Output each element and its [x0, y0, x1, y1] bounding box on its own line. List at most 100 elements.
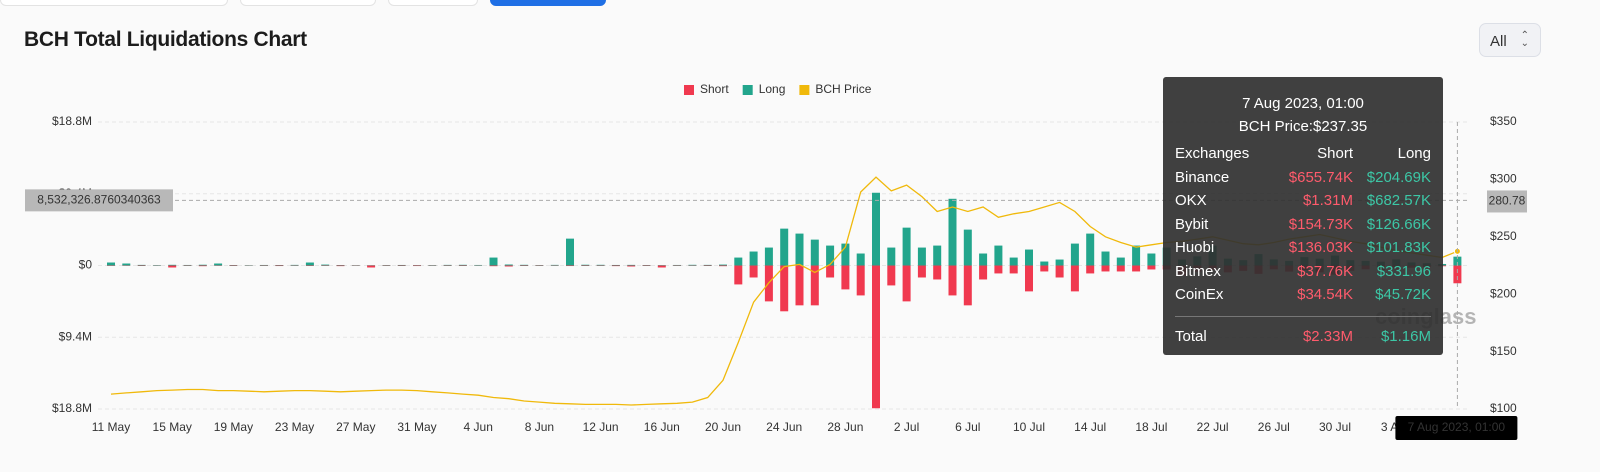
tooltip-cell: Bitmex	[1175, 262, 1221, 280]
bar	[275, 265, 284, 267]
bar	[1132, 265, 1141, 272]
bar	[887, 265, 896, 286]
bar	[183, 264, 192, 266]
bar	[611, 265, 620, 267]
x-tick-label: 15 May	[153, 420, 192, 434]
bar	[826, 245, 835, 266]
bar	[321, 264, 330, 266]
bar	[841, 243, 850, 266]
range-select[interactable]: All ⌃ ⌄	[1479, 23, 1541, 57]
bar	[917, 247, 926, 266]
bar	[198, 265, 207, 267]
bar	[1070, 243, 1079, 266]
bar	[520, 264, 529, 266]
tooltip-rows: Binance $655.74K $204.69K OKX $1.31M $682.57K…	[1175, 166, 1431, 307]
y-tick-label: $0	[79, 258, 93, 272]
bar	[673, 264, 682, 266]
tooltip-cell: $655.74K	[1288, 168, 1353, 186]
bar	[841, 265, 850, 290]
tooltip-divider	[1175, 315, 1431, 317]
bar	[1086, 233, 1095, 266]
bar	[474, 264, 483, 266]
tooltip-column: Long	[1397, 145, 1431, 162]
bar	[260, 264, 268, 266]
crosshair-y-label: 8,532,326.8760340363	[37, 193, 161, 207]
bar	[979, 265, 988, 280]
bar	[1147, 265, 1156, 270]
bar	[1101, 251, 1110, 266]
crosshair-x-label: 7 Aug 2023, 01:00	[1408, 420, 1506, 434]
bar	[856, 253, 865, 266]
y2-tick-label: $200	[1490, 286, 1517, 300]
bar	[1025, 265, 1033, 292]
bar	[795, 233, 804, 266]
crosshair-y2-label: 280.78	[1489, 194, 1526, 208]
x-tick-label: 12 Jun	[583, 420, 619, 434]
tooltip-cell: Bybit	[1175, 215, 1209, 233]
bar	[917, 265, 926, 278]
legend-label: BCH Price	[815, 82, 871, 96]
chart-title: BCH Total Liquidations Chart	[24, 28, 307, 51]
bar	[780, 228, 789, 266]
bar	[719, 264, 727, 266]
bar	[872, 192, 880, 266]
bar	[826, 265, 835, 278]
bar	[1009, 265, 1018, 274]
tooltip-cell: $204.69K	[1366, 168, 1431, 186]
bar	[107, 262, 115, 266]
bar	[688, 264, 697, 266]
tooltip-row: Bybit $154.73K $126.66K	[1175, 213, 1431, 237]
bar	[137, 264, 146, 266]
bar	[780, 265, 789, 312]
bar	[719, 265, 727, 267]
bar	[810, 265, 819, 306]
bar	[1055, 265, 1064, 278]
tooltip-cell: $1.16M	[1380, 327, 1431, 345]
bar	[963, 229, 972, 266]
legend-label: Long	[759, 82, 786, 96]
bar	[749, 251, 758, 266]
bar	[994, 245, 1003, 266]
bar	[902, 227, 911, 266]
bar	[566, 238, 574, 266]
bar	[887, 247, 896, 266]
crosshair-y-box	[25, 189, 173, 212]
bar	[795, 265, 804, 306]
x-tick-label: 6 Jul	[955, 420, 980, 434]
bar	[198, 264, 207, 266]
tooltip: 7 Aug 2023, 01:00 BCH Price:$237.35 Exch…	[1163, 77, 1443, 355]
legend-swatch	[742, 85, 753, 95]
range-select-value: All	[1490, 33, 1507, 50]
bar	[566, 265, 574, 267]
bar	[214, 263, 223, 266]
tooltip-cell: $331.96	[1376, 262, 1431, 280]
bar	[703, 264, 712, 266]
bar	[1040, 265, 1049, 272]
x-tick-label: 31 May	[397, 420, 436, 434]
tooltip-total: Total $2.33M $1.16M	[1175, 325, 1431, 349]
x-tick-label: 14 Jul	[1074, 420, 1106, 434]
bar	[764, 247, 773, 266]
bar	[734, 257, 743, 266]
tooltip-cell: OKX	[1175, 192, 1207, 209]
x-tick-label: 26 Jul	[1258, 420, 1290, 434]
tooltip-cell: $101.83K	[1366, 239, 1431, 256]
bar	[443, 264, 452, 266]
bar	[872, 265, 880, 409]
tooltip-price: BCH Price:$237.35	[1238, 118, 1368, 135]
tooltip-cell: $2.33M	[1302, 327, 1353, 345]
tooltip-cell: $682.57K	[1366, 192, 1431, 209]
y-tick-label: $18.8M	[52, 401, 92, 415]
x-tick-label: 22 Jul	[1197, 420, 1229, 434]
y2-tick-label: $250	[1490, 229, 1517, 243]
tooltip-header: Exchanges Short Long	[1175, 142, 1431, 166]
bar	[1116, 265, 1125, 272]
x-tick-label: 28 Jun	[827, 420, 863, 434]
bar	[1132, 245, 1141, 266]
x-tick-label: 2 Jul	[894, 420, 919, 434]
bar	[504, 264, 513, 266]
tooltip-row: Bitmex $37.76K $331.96	[1175, 260, 1431, 284]
tooltip-cell: CoinEx	[1175, 286, 1224, 303]
tooltip-cell: Binance	[1175, 168, 1230, 186]
tooltip-cell: $126.66K	[1366, 215, 1431, 233]
